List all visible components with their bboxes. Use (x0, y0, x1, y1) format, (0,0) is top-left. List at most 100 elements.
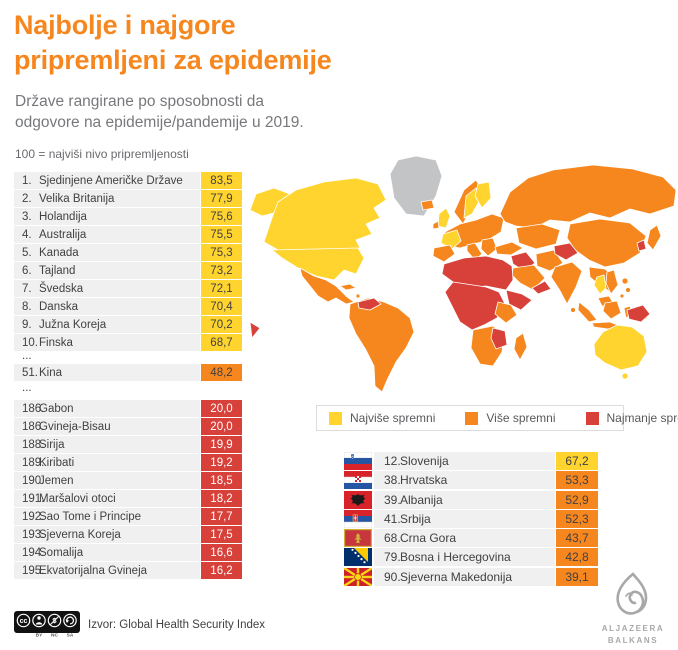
albania-flag-icon (344, 490, 372, 509)
score-chip: 75,6 (201, 208, 242, 225)
table-row: 8. Danska 70,4 (14, 298, 242, 315)
country: Sjedinjene Američke Države (39, 174, 183, 187)
rank: 192. (22, 510, 45, 523)
score-chip: 83,5 (201, 172, 242, 189)
subtitle-line-2: odgovore na epidemije/pandemije u 2019. (15, 113, 304, 131)
score-chip: 70,2 (201, 316, 242, 333)
table-row: 6. Tajland 73,2 (14, 262, 242, 279)
score-chip: 75,3 (201, 244, 242, 261)
score-chip: 52,9 (556, 490, 598, 509)
table-row: 51. Kina 48,2 (14, 364, 242, 381)
rank: 194. (22, 546, 45, 559)
ranking-table: 1. Sjedinjene Američke Države 83,5 2. Veli… (14, 172, 242, 580)
table-row: 194. Somalija 16,6 (14, 544, 242, 561)
score-chip: 20,0 (201, 400, 242, 417)
source-credit: Izvor: Global Health Security Index (88, 619, 266, 631)
country: Tajland (39, 264, 76, 277)
country: Australija (39, 228, 87, 241)
score-chip: 43,7 (556, 529, 598, 548)
aljazeera-logo-icon (616, 572, 648, 615)
map-region-southeast-asia (577, 266, 651, 330)
score-chip: 73,2 (201, 262, 242, 279)
table-row: 4. Australija 75,5 (14, 226, 242, 243)
country: Hrvatska (400, 473, 448, 488)
country: Somalija (39, 546, 84, 559)
country: Gvineja-Bisau (39, 420, 111, 433)
table-row: 68. Crna Gora 43,7 (344, 529, 598, 548)
country: Kina (39, 366, 63, 379)
logo-text-line-2: BALKANS (607, 636, 659, 645)
score-chip: 52,3 (556, 509, 598, 528)
red-swatch-icon (585, 411, 599, 425)
score-chip: 20,0 (201, 418, 242, 435)
rank: 190. (22, 474, 45, 487)
rank: 186. (22, 420, 45, 433)
yellow-swatch-icon (329, 411, 342, 425)
map-region-africa (441, 255, 533, 367)
country: Kanada (39, 246, 79, 259)
table-row: 90. Sjeverna Makedonija 39,1 (344, 567, 598, 586)
score-chip: 18,2 (201, 490, 242, 507)
score-chip: 39,1 (556, 567, 598, 586)
rank: 2. (22, 192, 32, 205)
country: Kiribati (39, 456, 75, 469)
rank: 90. (384, 569, 401, 584)
map-legend: Najviše spremni Više spremni Najmanje sp… (316, 405, 678, 431)
table-row: 79. Bosna i Hercegovina 42,8 (344, 548, 598, 567)
table-row: 193. Sjeverna Koreja 17,5 (14, 526, 242, 543)
scale-note: 100 = najviši nivo pripremljenosti (15, 147, 189, 161)
country: Danska (39, 300, 78, 313)
title-line-2: pripremljeni za epidemije (14, 45, 332, 76)
legend-item: Više spremni (465, 411, 556, 425)
country: Sjeverna Koreja (39, 528, 121, 541)
rank: 68. (384, 531, 401, 546)
score-chip: 17,5 (201, 526, 242, 543)
rank: 186. (22, 402, 45, 415)
rank: 191. (22, 492, 45, 505)
table-row: 190. Jemen 18,5 (14, 472, 242, 489)
aljazeera-balkans-logo: ALJAZEERA BALKANS (594, 572, 672, 647)
map-region-south-asia (550, 261, 583, 313)
score-chip: 75,5 (201, 226, 242, 243)
score-chip: 19,9 (201, 436, 242, 453)
score-chip: 67,2 (556, 452, 598, 470)
north-macedonia-flag-icon (344, 567, 372, 586)
country: Srbija (400, 511, 431, 526)
rank: 79. (384, 550, 401, 565)
rank: 5. (22, 246, 32, 259)
country: Velika Britanija (39, 192, 115, 205)
table-row: 41. Srbija 52,3 (344, 509, 598, 528)
montenegro-flag-icon (344, 529, 372, 548)
title-line-1: Najbolje i najgore (14, 10, 236, 40)
logo-text-line-1: ALJAZEERA (601, 624, 665, 633)
score-chip: 16,2 (201, 562, 242, 579)
table-row: 39. Albanija 52,9 (344, 490, 598, 509)
rank: 8. (22, 300, 32, 313)
table-row: 3. Holandija 75,6 (14, 208, 242, 225)
legend-label: Najmanje spremni (606, 411, 678, 425)
score-chip: 16,6 (201, 544, 242, 561)
score-chip: 70,4 (201, 298, 242, 315)
rank: 7. (22, 282, 32, 295)
svg-text:NC: NC (51, 633, 58, 638)
country: Holandija (39, 210, 87, 223)
balkan-table: 12. Slovenija 67,2 38. Hrvatska 53,3 39. Al… (344, 452, 598, 587)
legend-label: Najviše spremni (350, 411, 436, 425)
country: Crna Gora (400, 531, 457, 546)
legend-item: Najmanje spremni (585, 411, 678, 425)
creative-commons-icon: cc $ BY NC SA (14, 611, 80, 639)
serbia-flag-icon (344, 509, 372, 528)
table-row: 7. Švedska 72,1 (14, 280, 242, 297)
rank: 39. (384, 492, 401, 507)
map-region-south-america (348, 297, 415, 393)
score-chip: 68,7 (201, 334, 242, 351)
country: Gabon (39, 402, 74, 415)
slovenia-flag-icon (344, 452, 372, 470)
bosnia-flag-icon (344, 548, 372, 567)
world-map (249, 155, 677, 393)
map-region-russia-asia (499, 164, 677, 268)
orange-swatch-icon (465, 411, 479, 425)
table-row: 186. Gabon 20,0 (14, 400, 242, 417)
rank: 1. (22, 174, 32, 187)
rank: 9. (22, 318, 32, 331)
